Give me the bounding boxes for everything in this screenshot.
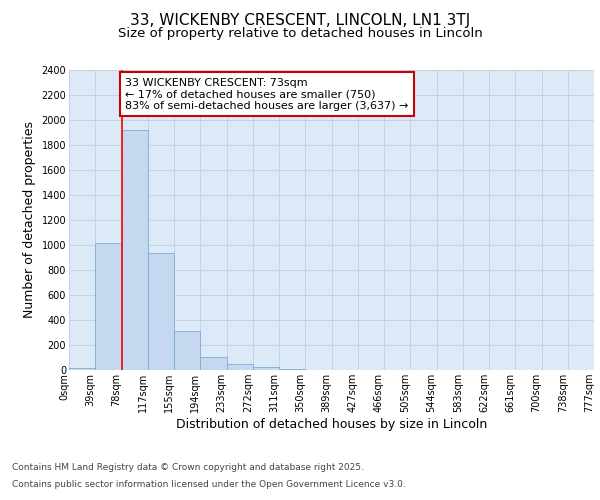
Bar [253,367,279,370]
Bar [148,252,174,370]
X-axis label: Distribution of detached houses by size in Lincoln: Distribution of detached houses by size … [176,418,487,431]
Bar [174,331,200,370]
Text: 33, WICKENBY CRESCENT, LINCOLN, LN1 3TJ: 33, WICKENBY CRESCENT, LINCOLN, LN1 3TJ [130,12,470,28]
Bar [95,242,121,370]
Bar [227,364,253,370]
Text: Size of property relative to detached houses in Lincoln: Size of property relative to detached ho… [118,28,482,40]
Text: Contains public sector information licensed under the Open Government Licence v3: Contains public sector information licen… [12,480,406,489]
Bar [200,357,227,370]
Bar [121,130,148,370]
Text: Contains HM Land Registry data © Crown copyright and database right 2025.: Contains HM Land Registry data © Crown c… [12,464,364,472]
Y-axis label: Number of detached properties: Number of detached properties [23,122,36,318]
Text: 33 WICKENBY CRESCENT: 73sqm
← 17% of detached houses are smaller (750)
83% of se: 33 WICKENBY CRESCENT: 73sqm ← 17% of det… [125,78,409,110]
Bar [279,369,305,370]
Bar [69,368,95,370]
